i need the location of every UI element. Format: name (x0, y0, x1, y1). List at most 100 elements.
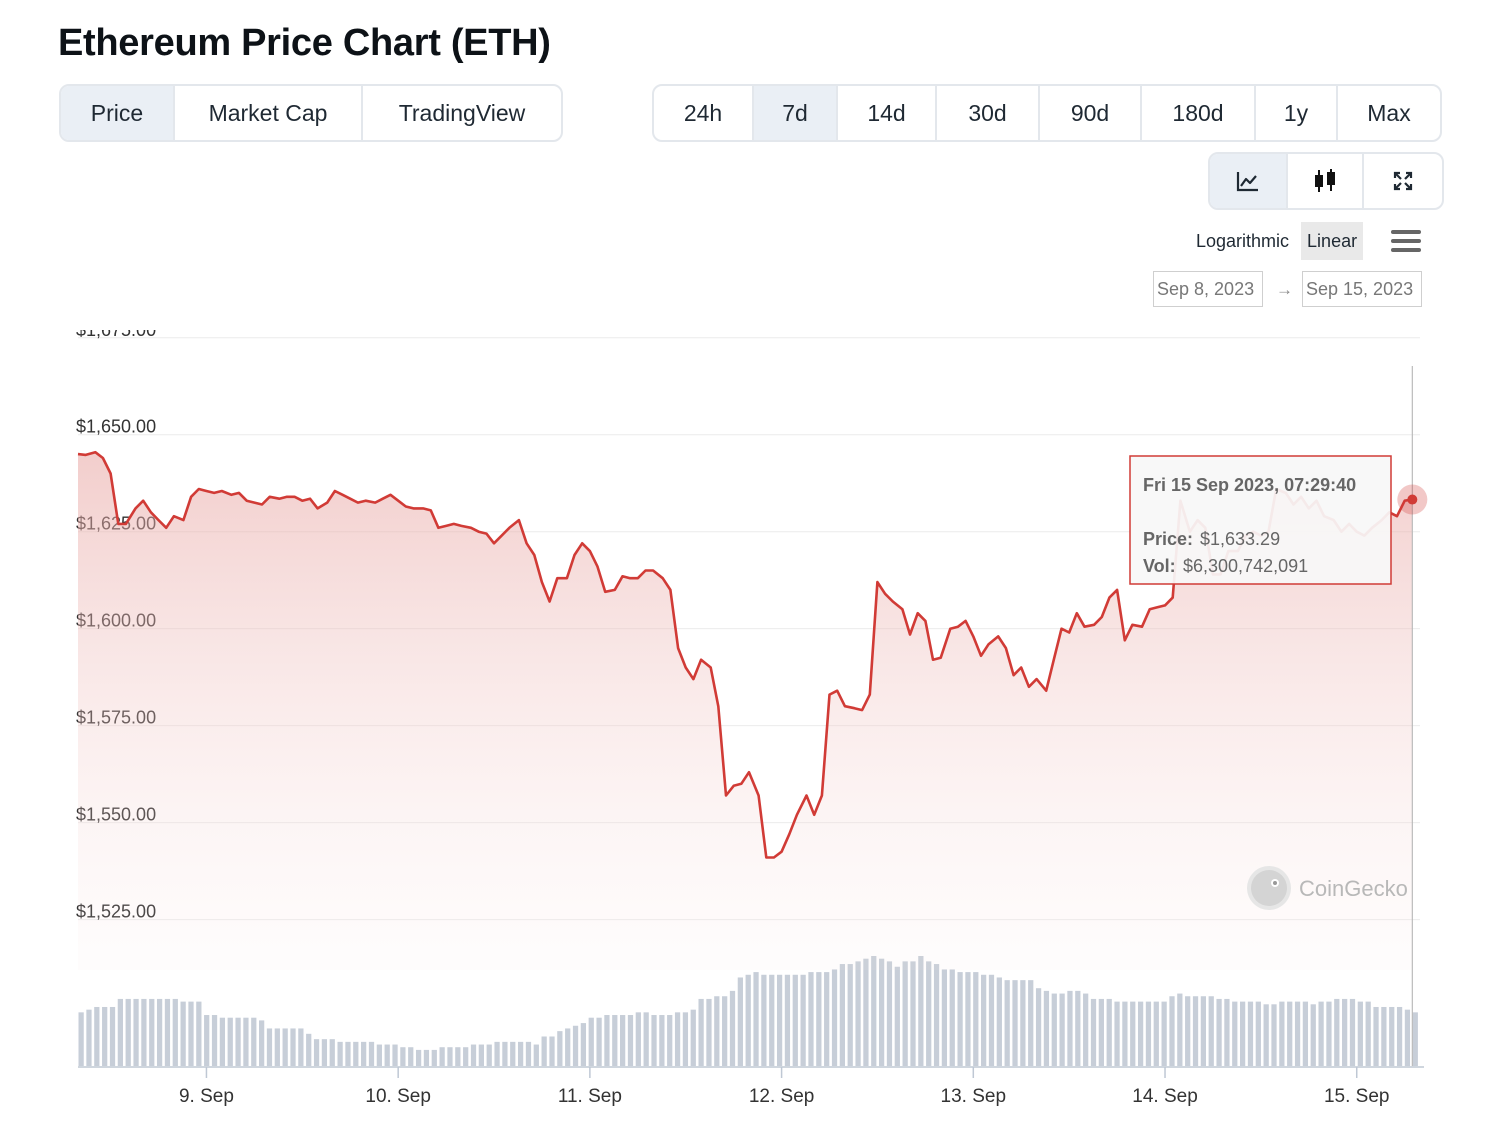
volume-bar (102, 1006, 108, 1066)
range-24h[interactable]: 24h (654, 86, 754, 140)
range-14d[interactable]: 14d (838, 86, 937, 140)
tab-price[interactable]: Price (61, 86, 175, 140)
candlestick-button[interactable] (1288, 154, 1364, 208)
scale-logarithmic[interactable]: Logarithmic (1196, 230, 1290, 251)
volume-bar (156, 998, 163, 1066)
volume-bar (816, 972, 822, 1066)
volume-bar (941, 969, 948, 1066)
volume-bar (517, 1041, 524, 1066)
y-tick-label: $1,650.00 (76, 417, 156, 437)
candlestick-icon (1315, 169, 1335, 192)
x-axis: 9. Sep 10. Sep 11. Sep 12. Sep 13. Sep 14. Se… (78, 1066, 1424, 1107)
volume-bar (635, 1012, 641, 1066)
volume-bar (1263, 1004, 1269, 1066)
volume-bar (549, 1036, 555, 1066)
scale-linear[interactable]: Linear (1301, 222, 1364, 260)
volume-bar (1098, 998, 1104, 1066)
volume-bar (400, 1047, 406, 1066)
volume-bar (423, 1049, 430, 1066)
volume-bar (1075, 990, 1081, 1066)
tab-tradingview[interactable]: TradingView (398, 99, 526, 126)
volume-bar (211, 1015, 218, 1066)
volume-bar (188, 1001, 194, 1066)
volume-bar (1051, 993, 1057, 1066)
volume-bar (831, 969, 838, 1066)
volume-bar (808, 972, 814, 1066)
volume-bar (1145, 1001, 1152, 1066)
volume-bar (1365, 1001, 1371, 1066)
volume-bar (243, 1017, 249, 1066)
line-chart-button[interactable] (1210, 154, 1288, 208)
volume-bar (109, 1006, 116, 1066)
volume-bar (470, 1044, 477, 1066)
volume-bar (1090, 998, 1097, 1066)
date-to-input[interactable]: Sep 15, 2023 (1302, 271, 1422, 307)
volume-bar (988, 974, 995, 1066)
range-90d[interactable]: 90d (1040, 86, 1142, 140)
volume-bar (753, 972, 759, 1066)
line-chart-icon (1236, 172, 1258, 192)
volume-bar (1216, 998, 1222, 1066)
page-title: Ethereum Price Chart (ETH) (58, 22, 551, 64)
volume-bar (447, 1047, 453, 1066)
volume-bar (149, 998, 155, 1066)
volume-bar (1137, 1001, 1144, 1066)
volume-bar (1106, 998, 1112, 1066)
volume-bar (965, 972, 971, 1066)
range-max[interactable]: Max (1367, 99, 1411, 126)
volume-bar (196, 1001, 202, 1066)
date-from-input[interactable]: Sep 8, 2023 (1153, 271, 1263, 307)
volume-bar (345, 1041, 351, 1066)
hamburger-menu-icon[interactable] (1390, 228, 1422, 254)
volume-bar (1373, 1006, 1379, 1066)
volume-bar (745, 974, 751, 1066)
range-30d[interactable]: 30d (937, 86, 1040, 140)
x-tick-label: 11. Sep (558, 1086, 622, 1107)
volume-bar (1318, 1001, 1324, 1066)
volume-bar (612, 1015, 618, 1066)
tooltip-vol-label: Vol: (1143, 556, 1176, 576)
volume-bar (894, 966, 900, 1066)
volume-bar (164, 998, 171, 1066)
volume-bar (376, 1044, 382, 1066)
volume-bar (902, 961, 908, 1066)
view-tabs: Price Market Cap TradingView (59, 84, 563, 142)
fullscreen-button[interactable] (1364, 154, 1442, 208)
volume-bar (722, 996, 728, 1066)
x-tick-label: 9. Sep (179, 1086, 234, 1107)
volume-bar (1349, 998, 1356, 1066)
volume-bar (486, 1044, 492, 1066)
volume-bar (996, 977, 1002, 1066)
range-1y[interactable]: 1y (1256, 86, 1338, 140)
volume-bar (180, 1001, 186, 1066)
volume-bar (1043, 990, 1050, 1066)
range-180d[interactable]: 180d (1142, 86, 1256, 140)
volume-bar (1083, 993, 1089, 1066)
volume-bar (353, 1041, 359, 1066)
x-tick-label: 10. Sep (365, 1086, 431, 1107)
volume-bar (604, 1015, 610, 1066)
tooltip-price-label: Price: (1143, 529, 1193, 549)
x-tick-label: 12. Sep (749, 1086, 815, 1107)
volume-bar (1028, 980, 1034, 1066)
volume-bar (1130, 1001, 1136, 1066)
volume-bar (1412, 1012, 1418, 1066)
hover-point (1407, 494, 1418, 505)
volume-bar (125, 998, 131, 1066)
chart-type-tabs (1208, 152, 1444, 210)
volume-bar (1357, 1001, 1363, 1066)
range-7d[interactable]: 7d (754, 86, 838, 140)
tab-market-cap[interactable]: Market Cap (175, 86, 363, 140)
watermark-text: CoinGecko (1299, 876, 1408, 901)
volume-bar (792, 974, 798, 1066)
volume-bar (1287, 1001, 1293, 1066)
volume-bar (910, 961, 916, 1066)
volume-bar (510, 1041, 516, 1066)
volume-bar (682, 1012, 689, 1066)
volume-bar (298, 1028, 304, 1066)
volume-bar (227, 1017, 233, 1066)
tooltip-datetime: Fri 15 Sep 2023, 07:29:40 (1143, 475, 1356, 495)
price-chart[interactable]: $1,525.00$1,550.00$1,575.00$1,600.00$1,6… (0, 330, 1490, 1130)
volume-bar (714, 996, 720, 1066)
volume-bar (1239, 1001, 1246, 1066)
